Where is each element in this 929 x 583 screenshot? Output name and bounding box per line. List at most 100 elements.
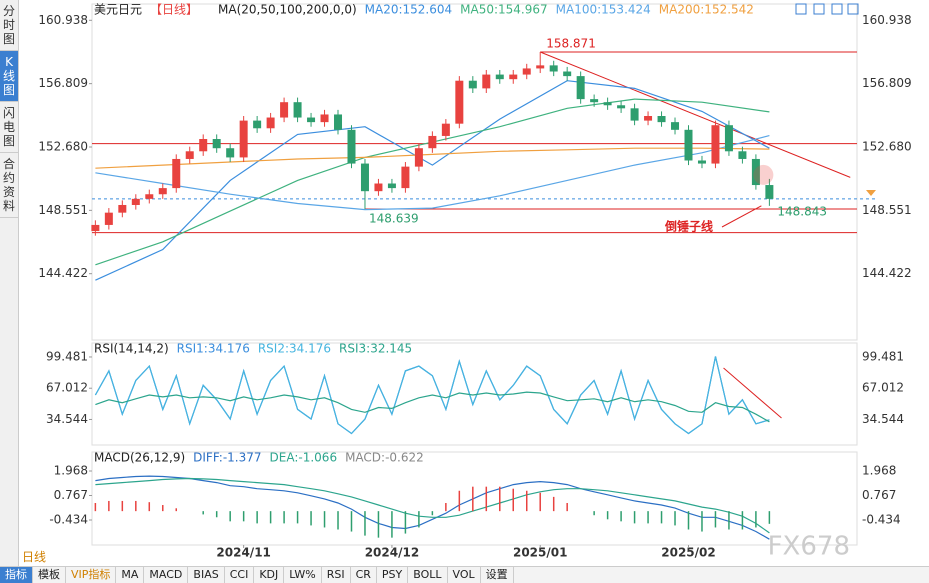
candle-body: [711, 125, 720, 164]
indicator-title: RSI(14,14,2): [94, 342, 169, 356]
tab[interactable]: K线图: [0, 51, 18, 102]
y-tick-label: 156.809: [38, 76, 88, 90]
candle-body: [414, 148, 423, 167]
candle-body: [522, 68, 531, 75]
x-tick-label: 2025/02: [661, 546, 715, 560]
candle-body: [118, 204, 127, 213]
candle-body: [266, 117, 275, 129]
y-tick-label: -0.434: [49, 512, 88, 526]
y-tick-label: 34.544: [46, 412, 88, 426]
indicator-title: MACD(26,12,9): [94, 451, 185, 465]
toolbar-item[interactable]: PSY: [377, 567, 409, 583]
toolbar-item[interactable]: BOLL: [408, 567, 448, 583]
series-line: [95, 391, 770, 423]
legend-entry: MA50:154.967: [460, 3, 548, 17]
high-label: 158.871: [546, 37, 596, 51]
legend-entry: MACD:-0.622: [345, 451, 424, 465]
candle-body: [576, 76, 585, 100]
toolbar-item[interactable]: 模板: [33, 567, 66, 583]
trendline: [540, 51, 851, 178]
y-tick-label: 144.422: [38, 266, 88, 280]
series-line: [95, 477, 770, 534]
toolbar-item[interactable]: VIP指标: [66, 567, 117, 583]
series-line: [95, 98, 770, 266]
toolbar-item[interactable]: RSI: [322, 567, 351, 583]
y-tick-label-right: 99.481: [862, 349, 904, 363]
candle-body: [104, 212, 113, 225]
y-tick-label-right: 160.938: [862, 13, 912, 27]
toolbar-item[interactable]: CCI: [225, 567, 255, 583]
y-tick-label-right: 67.012: [862, 381, 904, 395]
toolbar-item[interactable]: MACD: [144, 567, 189, 583]
highlight: [753, 164, 774, 185]
y-tick-label-right: 152.680: [862, 139, 912, 153]
legend-entry: MA20:152.604: [365, 3, 453, 17]
y-tick-label: 148.551: [38, 203, 88, 217]
series-line: [94, 356, 770, 435]
candle-body: [549, 65, 558, 72]
chart: FX678 160.938 160.938 156.809 156.809 152.68…: [38, 3, 912, 562]
y-tick-label-right: 144.422: [862, 266, 912, 280]
candle-body: [360, 163, 369, 192]
toolbar-item[interactable]: BIAS: [188, 567, 225, 583]
toolbar-item[interactable]: 设置: [481, 567, 514, 583]
candle-body: [563, 71, 572, 77]
candle-body: [226, 148, 235, 158]
series-line: [95, 147, 770, 169]
candle-body: [603, 102, 612, 106]
candle-body: [320, 114, 329, 123]
toolbar-item[interactable]: CR: [351, 567, 377, 583]
y-tick-label-right: 1.968: [862, 464, 896, 478]
candle-body: [590, 99, 599, 103]
candle-body: [536, 65, 545, 69]
candle-body: [387, 183, 396, 189]
period-select[interactable]: 日线: [22, 550, 47, 564]
candle-body: [441, 123, 450, 136]
low-label: 148.843: [777, 204, 827, 218]
low-label: 148.639: [369, 211, 419, 225]
symbol: 美元日元: [94, 3, 142, 17]
candle-body: [724, 125, 733, 152]
price-marker: [866, 190, 876, 196]
toolbar-item[interactable]: LW%: [284, 567, 322, 583]
rsi-frame: [91, 342, 858, 446]
series-line: [95, 475, 770, 540]
toolbar-item[interactable]: VOL: [448, 567, 481, 583]
toolbar-item[interactable]: KDJ: [254, 567, 285, 583]
tab[interactable]: 闪电图: [0, 102, 18, 153]
trendline: [723, 367, 782, 419]
tab[interactable]: 分时图: [0, 0, 18, 51]
y-tick-label: 0.767: [54, 488, 88, 502]
candle-body: [172, 158, 181, 189]
side-tabs: 分时图 K线图 闪电图 合约资料: [0, 0, 19, 566]
candle-body: [684, 129, 693, 161]
candle-body: [239, 120, 248, 158]
tab[interactable]: 合约资料: [0, 153, 18, 218]
y-tick-label-right: 156.809: [862, 76, 912, 90]
candle-body: [253, 120, 262, 129]
y-tick-label: 1.968: [54, 464, 88, 478]
period: 【日线】: [150, 3, 198, 17]
candle-body: [495, 74, 504, 80]
annotation-arrow: [721, 205, 762, 228]
macd-frame: [91, 451, 858, 546]
candle-body: [738, 151, 747, 159]
tool-icons[interactable]: [795, 3, 859, 15]
watermark: FX678: [768, 532, 850, 562]
candle-body: [131, 198, 140, 205]
candle-body: [374, 183, 383, 192]
candle-body: [482, 74, 491, 89]
candle-body: [509, 74, 518, 80]
y-tick-label-right: 0.767: [862, 488, 896, 502]
candle-body: [468, 80, 477, 89]
toolbar-item[interactable]: MA: [116, 567, 145, 583]
legend-entry: RSI1:34.176: [177, 342, 250, 356]
candle-body: [455, 80, 464, 124]
candle-body: [185, 151, 194, 159]
candle-body: [280, 102, 289, 118]
toolbar-item[interactable]: 指标: [0, 567, 33, 583]
candle-body: [751, 158, 760, 186]
candle-body: [145, 194, 154, 199]
price-frame: [91, 3, 858, 341]
candle-body: [347, 129, 356, 164]
